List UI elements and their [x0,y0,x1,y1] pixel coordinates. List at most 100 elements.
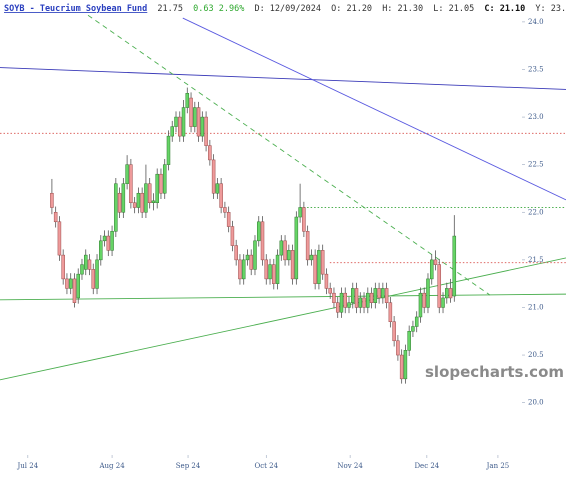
candle-body [362,297,366,308]
candle-body [223,207,227,213]
candle-body [211,159,216,194]
close: C: 21.10 [484,4,525,14]
candle-body [166,135,171,165]
candle-body [76,273,80,299]
candle-body [159,173,163,194]
header: SOYB - Teucrium Soybean Fund 21.75 0.63 … [4,3,566,14]
candle-body [437,264,442,308]
x-tick-label: Sep 24 [176,462,201,470]
candle-body [53,212,58,223]
candle-body [441,297,445,308]
candle-body [302,207,306,232]
candle-body [328,288,332,294]
candle-body [238,259,242,280]
candle-body [343,292,347,308]
candle-body [241,259,246,280]
date: D: 12/09/2024 [254,4,321,14]
x-tick-label: Nov 24 [337,462,363,470]
candle-body [245,254,250,261]
candle-body [65,278,69,289]
candle-body [298,207,302,218]
high: H: 21.30 [382,4,423,14]
candle-body [234,245,238,261]
candle-body [249,254,253,270]
candle-body [339,292,344,313]
y-tick-label: 20.0 [528,399,544,407]
trendline [0,257,566,381]
candle-body [144,183,148,213]
y-tick-label: 23.5 [528,65,544,73]
trendline [182,17,566,201]
candle-body [178,116,182,137]
candle-body [132,202,137,208]
candle-body [140,192,144,213]
candle-body [200,116,205,137]
candle-body [294,216,299,280]
candle-body [260,221,265,261]
candle-body [189,97,193,127]
candle-body [272,264,276,284]
candle-body [317,250,321,284]
candle-body [414,316,419,327]
candle-body [335,302,340,313]
open: O: 21.20 [331,4,372,14]
candle-body [87,259,92,270]
candle-body [253,240,257,270]
candle-body [320,250,325,275]
candle-body [407,331,411,351]
candle-body [91,269,96,289]
candle-body [95,259,99,289]
x-tick-label: Jan 25 [486,462,510,470]
candle-body [61,254,65,280]
y-tick-label: 22.5 [528,161,544,169]
y-tick-label: 24.0 [528,18,544,26]
candle-body [287,250,291,261]
trendline [0,293,566,301]
candle-body [452,235,457,297]
candle-body [117,192,122,213]
candle-body [309,254,314,261]
candle-body [354,288,359,308]
x-tick-label: Aug 24 [98,462,125,470]
candle-body [219,183,223,208]
candle-body [290,250,295,280]
candle-body [147,183,152,204]
symbol: SOYB - Teucrium Soybean Fund [4,3,147,14]
candle-body [268,264,272,280]
candle-body [351,288,355,303]
x-tick-label: Jul 24 [16,462,38,470]
candle-body [392,321,396,342]
candle-body [181,107,186,137]
candle-body [204,116,208,146]
watermark: slopecharts.com [425,363,564,381]
candle-body [68,278,73,289]
candle-body [125,164,129,184]
candle-body [136,192,141,208]
candle-body [381,288,385,299]
candle-body [114,183,118,232]
y-tick-label: 22.0 [528,208,544,216]
candle-body [80,264,84,275]
candle-body [151,200,156,204]
candle-body [106,235,111,251]
y-tick-label: 21.5 [528,256,544,264]
candle-body [230,226,235,246]
trendline [0,67,566,90]
low: L: 21.05 [433,4,474,14]
candle-body [279,240,284,256]
candle-body [366,292,370,308]
candle-body [384,288,389,303]
candle-body [422,292,426,308]
last-price: 21.75 [157,4,183,14]
candle-body [403,350,408,380]
candle-body [83,254,88,270]
candle-body [208,145,212,161]
y-tick-label: 23.0 [528,113,544,121]
candle-body [215,183,220,194]
candle-body [170,126,174,137]
candle-body [129,164,133,204]
candle-body [193,107,197,127]
candle-body [72,278,77,303]
candle-body [324,273,329,289]
candle-body [226,212,231,227]
